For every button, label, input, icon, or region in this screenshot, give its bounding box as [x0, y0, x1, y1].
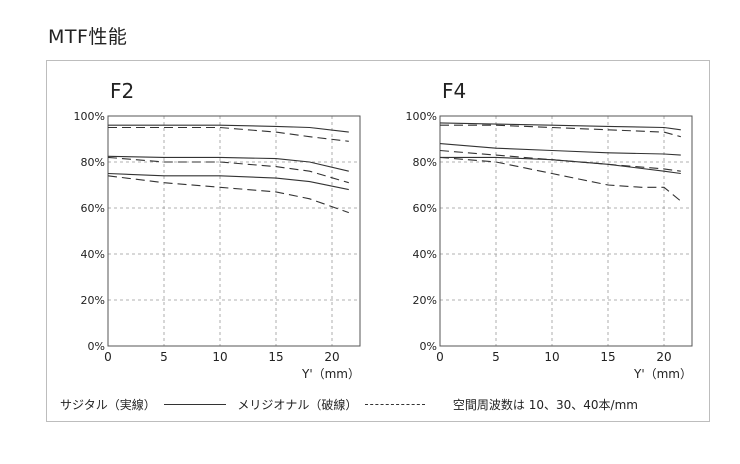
chart-2-series-3-solid-line [439, 143, 681, 156]
chart-1-series-3-solid-line [107, 155, 349, 172]
chart-2-ytick-label: 20% [413, 294, 437, 307]
chart-2-series-6-dashed-line [439, 156, 682, 202]
chart-1-series-4-dashed-line [107, 156, 349, 184]
legend-dashed-line [365, 404, 426, 405]
page-title: MTF性能 [48, 26, 128, 48]
chart-2-series-2-dashed-line [440, 124, 681, 138]
chart-1-ytick-label: 0% [88, 340, 105, 353]
chart-2-xtick-label: 0 [436, 350, 444, 364]
chart-2-xtick-label: 15 [600, 350, 615, 364]
legend-meridional-label: メリジオナル（破線） [237, 398, 358, 412]
chart-2-xlabel: Y'（mm） [633, 367, 692, 381]
chart-1-series-1-solid-line [108, 124, 349, 133]
chart-1-plot-border [107, 115, 361, 347]
chart-1-xtick-label: 20 [324, 350, 339, 364]
chart-2-ytick-label: 60% [413, 202, 437, 215]
chart-2-series-1-solid-line [439, 122, 681, 131]
chart-1-xtick-label: 10 [212, 350, 227, 364]
chart-1-series-5-solid-line [107, 172, 349, 191]
chart-1-ytick-label: 40% [81, 248, 105, 261]
chart-2-xtick-label: 20 [656, 350, 671, 364]
chart-2-title: F4 [442, 79, 466, 103]
chart-1-xtick-label: 5 [160, 350, 168, 364]
chart-1-xlabel: Y'（mm） [301, 367, 360, 381]
chart-1-series-6-dashed-line [107, 175, 349, 214]
chart-1-xtick-label: 15 [268, 350, 283, 364]
legend: サジタル（実線） メリジオナル（破線） 空間周波数は 10、30、40本/mm [60, 396, 638, 413]
chart-2-ytick-label: 40% [413, 248, 437, 261]
chart-2-ytick-label: 80% [413, 156, 437, 169]
legend-sagittal-label: サジタル（実線） [60, 398, 156, 412]
chart-frame [46, 60, 710, 422]
chart-2-series-5-solid-line [440, 156, 681, 175]
legend-solid-line [163, 404, 226, 405]
legend-frequency-label: 空間周波数は 10、30、40本/mm [452, 398, 638, 412]
chart-2-plot-border [439, 115, 693, 347]
chart-1-ytick-label: 20% [81, 294, 105, 307]
chart-2-xtick-label: 5 [492, 350, 500, 364]
chart-2-xtick-label: 10 [544, 350, 559, 364]
chart-1-title: F2 [110, 79, 134, 103]
chart-1-series-2-dashed-line [108, 126, 349, 142]
chart-1-xtick-label: 0 [104, 350, 112, 364]
chart-1-ytick-label: 100% [74, 110, 105, 123]
chart-1-ytick-label: 80% [81, 156, 105, 169]
chart-1-ytick-label: 60% [81, 202, 105, 215]
chart-2-ytick-label: 0% [420, 340, 437, 353]
chart-2-ytick-label: 100% [406, 110, 437, 123]
